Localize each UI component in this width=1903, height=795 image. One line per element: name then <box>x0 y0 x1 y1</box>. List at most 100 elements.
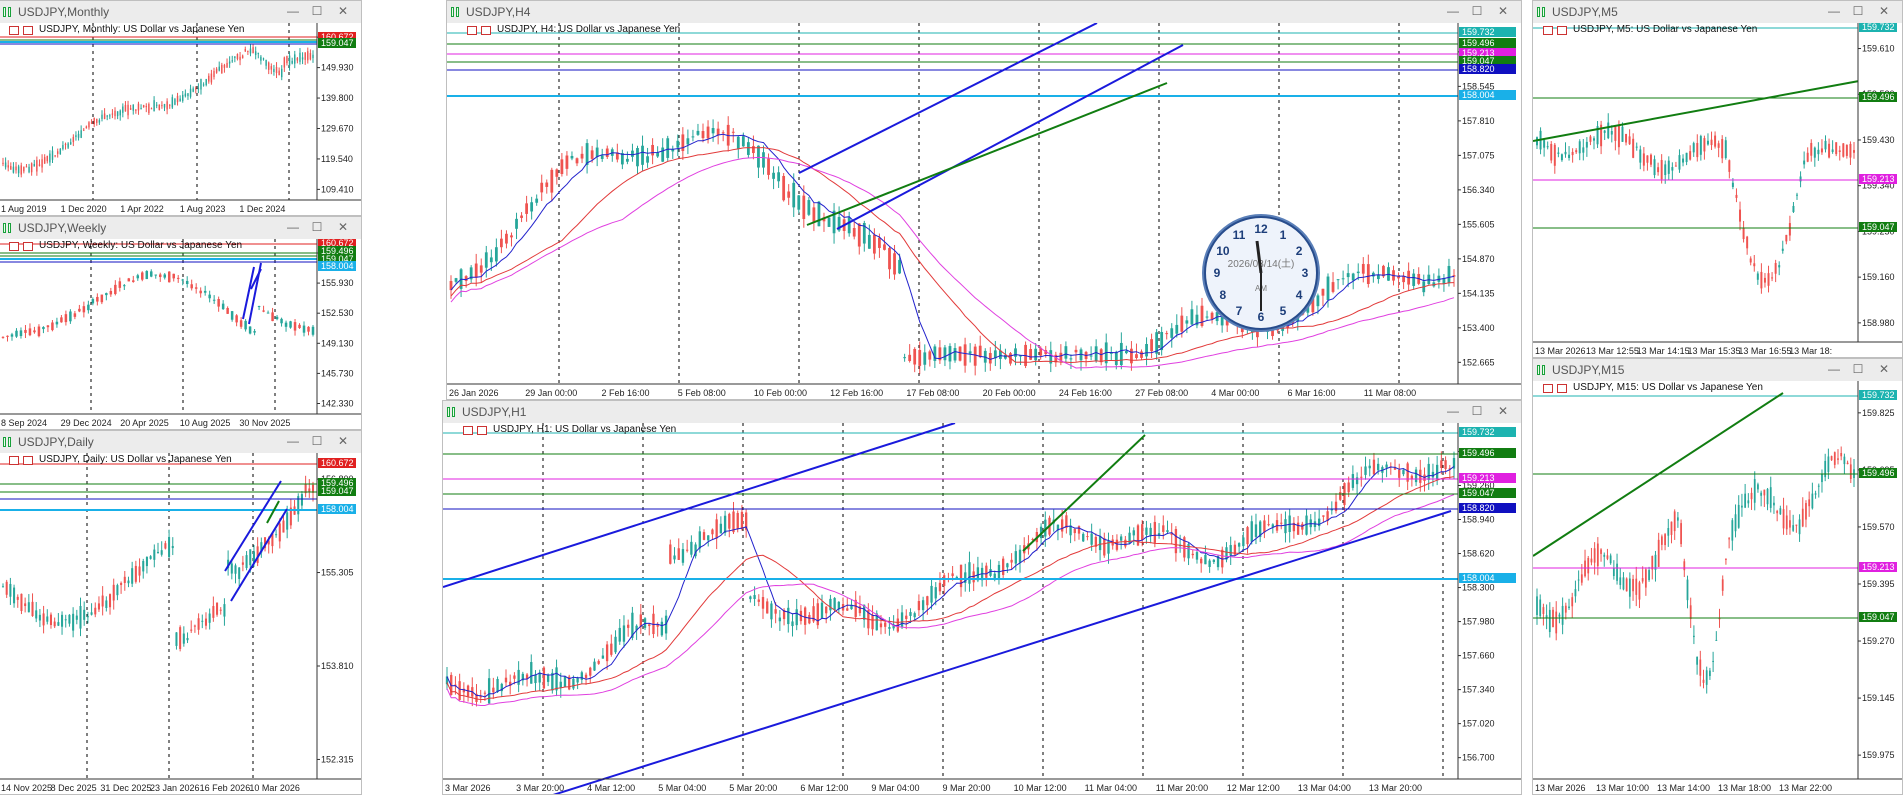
price-chart[interactable]: 159.580159.260158.940158.620158.300157.9… <box>443 423 1521 794</box>
trend-line[interactable] <box>242 266 255 320</box>
maximize-icon[interactable]: ☐ <box>1471 404 1483 418</box>
minimize-icon[interactable]: — <box>1447 4 1459 18</box>
price-tag-label: 160.672 <box>321 32 354 42</box>
price-tag <box>1459 64 1516 74</box>
candle <box>254 51 257 56</box>
time-label: 5 Mar 20:00 <box>729 783 777 793</box>
close-icon[interactable]: ✕ <box>1878 4 1890 18</box>
price-chart[interactable]: 159.610159.520159.430159.340159.250159.1… <box>1533 23 1902 357</box>
price-chart[interactable]: 159.825159.695159.570159.395159.270159.1… <box>1533 381 1902 794</box>
trend-line[interactable] <box>1533 392 1784 557</box>
chart-canvas[interactable]: 159.047 149.930 139.800 129.670 119.540 109.4… <box>0 23 361 216</box>
candle <box>1686 579 1689 601</box>
candle <box>829 598 832 611</box>
candle <box>46 155 49 162</box>
chart-canvas[interactable]: 159.610159.520159.430159.340159.250159.1… <box>1533 23 1902 358</box>
trend-line[interactable] <box>1022 434 1146 552</box>
price-scale[interactable] <box>317 23 361 216</box>
chart-window-h4[interactable]: USDJPY,H4 — ☐ ✕ 160.015158.545157.810157… <box>446 0 1522 400</box>
price-scale[interactable] <box>1458 423 1521 795</box>
candle <box>1814 493 1817 495</box>
candle <box>1817 485 1820 487</box>
candle <box>278 70 280 76</box>
close-icon[interactable]: ✕ <box>1497 4 1509 18</box>
time-label: 1 Dec 2020 <box>61 204 107 214</box>
chart-window-h1[interactable]: USDJPY,H1 — ☐ ✕ 159.580159.260158.940158… <box>442 400 1522 795</box>
trend-line[interactable] <box>224 480 282 572</box>
clock-widget[interactable]: 1212345678910112026/03/14(土)AM <box>1202 214 1320 332</box>
close-icon[interactable]: ✕ <box>1878 362 1890 376</box>
candle <box>1718 618 1721 620</box>
minimize-icon[interactable]: — <box>1828 362 1840 376</box>
chart-window-weekly[interactable]: USDJPY,Weekly — ☐ ✕ 159.047 155.930 152.53… <box>0 216 362 430</box>
trend-line[interactable] <box>266 500 280 524</box>
minimize-icon[interactable]: — <box>1828 4 1840 18</box>
price-chart[interactable]: 156.800155.305153.810152.315160.672159.4… <box>0 453 361 794</box>
trend-line[interactable] <box>806 82 1168 226</box>
trend-line[interactable] <box>798 23 1098 174</box>
chart-canvas[interactable]: 159.825159.695159.570159.395159.270159.1… <box>1533 381 1902 795</box>
price-scale[interactable] <box>1858 23 1902 358</box>
trend-line[interactable] <box>552 510 1452 795</box>
maximize-icon[interactable]: ☐ <box>311 434 323 448</box>
close-icon[interactable]: ✕ <box>337 220 349 234</box>
candle <box>221 64 223 74</box>
time-label: 31 Dec 2025 <box>100 783 151 793</box>
candle <box>731 131 735 133</box>
trend-line[interactable] <box>250 268 262 290</box>
chart-canvas[interactable]: 159.047 155.930 152.530 149.130 145.730 142.3… <box>0 239 361 430</box>
maximize-icon[interactable]: ☐ <box>1852 362 1864 376</box>
close-icon[interactable]: ✕ <box>337 434 349 448</box>
price-chart[interactable]: 159.047 155.930 152.530 149.130 145.730 142.3… <box>0 239 361 429</box>
window-titlebar[interactable]: USDJPY,M15 — ☐ ✕ <box>1533 359 1902 382</box>
maximize-icon[interactable]: ☐ <box>1471 4 1483 18</box>
price-label: 109.410 <box>321 184 354 194</box>
window-titlebar[interactable]: USDJPY,M5 — ☐ ✕ <box>1533 1 1902 24</box>
candle <box>91 299 95 304</box>
candle <box>509 681 512 686</box>
close-icon[interactable]: ✕ <box>337 4 349 18</box>
minimize-icon[interactable]: — <box>287 4 299 18</box>
candle <box>445 676 449 685</box>
candle <box>168 536 171 557</box>
candle <box>105 600 108 608</box>
minimize-icon[interactable]: — <box>287 220 299 234</box>
trend-line[interactable] <box>836 44 1184 230</box>
chart-canvas[interactable]: 160.015158.545157.810157.075156.340155.6… <box>447 23 1521 400</box>
trend-line[interactable] <box>443 423 956 588</box>
minimize-icon[interactable]: — <box>1447 404 1459 418</box>
candle <box>1773 502 1775 506</box>
chart-canvas[interactable]: 156.800155.305153.810152.315160.672159.4… <box>0 453 361 795</box>
trend-line[interactable] <box>1533 80 1860 142</box>
price-chart[interactable]: 160.015158.545157.810157.075156.340155.6… <box>447 23 1521 399</box>
window-titlebar[interactable]: USDJPY,Daily — ☐ ✕ <box>0 431 361 454</box>
window-titlebar[interactable]: USDJPY,Weekly — ☐ ✕ <box>0 217 361 240</box>
chart-canvas[interactable]: 159.580159.260158.940158.620158.300157.9… <box>443 423 1521 795</box>
candle <box>201 620 204 622</box>
price-chart[interactable]: 159.047 149.930 139.800 129.670 119.540 109.4… <box>0 23 361 215</box>
maximize-icon[interactable]: ☐ <box>311 4 323 18</box>
window-titlebar[interactable]: USDJPY,Monthly — ☐ ✕ <box>0 1 361 24</box>
chart-window-monthly[interactable]: USDJPY,Monthly — ☐ ✕ 159.047 149.930 139.8… <box>0 0 362 216</box>
candle <box>1796 194 1799 196</box>
candle <box>82 306 86 313</box>
price-scale[interactable] <box>1858 381 1902 795</box>
maximize-icon[interactable]: ☐ <box>311 220 323 234</box>
minimize-icon[interactable]: — <box>287 434 299 448</box>
trend-line[interactable] <box>230 508 288 602</box>
close-icon[interactable]: ✕ <box>1497 404 1509 418</box>
chart-window-m5[interactable]: USDJPY,M5 — ☐ ✕ 159.610159.520159.430159… <box>1532 0 1903 358</box>
candle <box>1402 469 1405 475</box>
chart-window-m15[interactable]: USDJPY,M15 — ☐ ✕ 159.825159.695159.57015… <box>1532 358 1903 795</box>
candle <box>1744 493 1747 508</box>
window-titlebar[interactable]: USDJPY,H1 — ☐ ✕ <box>443 401 1521 424</box>
maximize-icon[interactable]: ☐ <box>1852 4 1864 18</box>
candle <box>179 98 181 102</box>
candle <box>1614 126 1617 141</box>
price-scale[interactable] <box>1458 23 1521 400</box>
chart-window-daily[interactable]: USDJPY,Daily — ☐ ✕ 156.800155.305153.810… <box>0 430 362 795</box>
candle <box>978 345 982 358</box>
candle <box>1803 160 1806 165</box>
candle <box>153 549 156 560</box>
window-titlebar[interactable]: USDJPY,H4 — ☐ ✕ <box>447 1 1521 24</box>
